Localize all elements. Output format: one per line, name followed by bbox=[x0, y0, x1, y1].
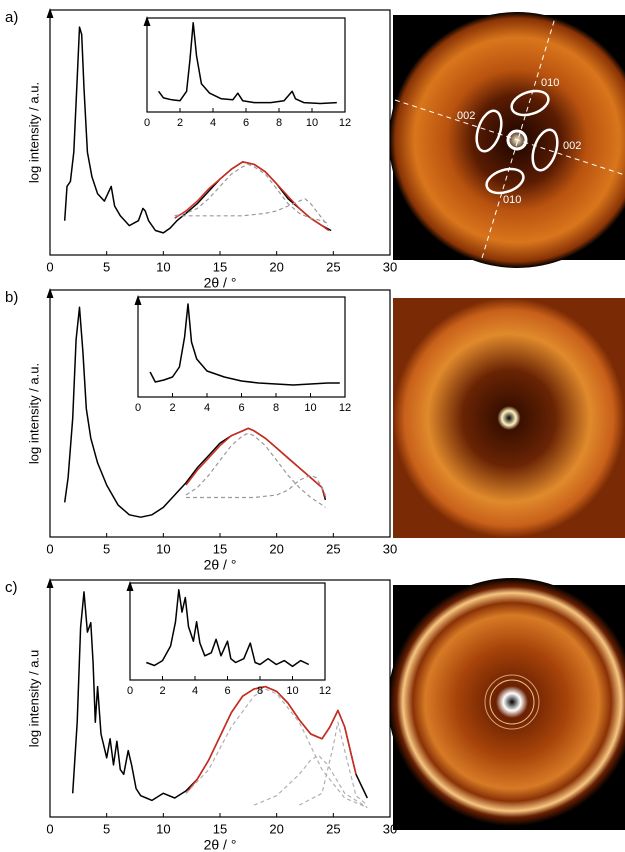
x-tick-label: 6 bbox=[238, 402, 244, 414]
data-line bbox=[185, 685, 357, 794]
x-tick-label: 0 bbox=[135, 402, 141, 414]
fit-component bbox=[174, 198, 329, 226]
y-axis-arrow bbox=[46, 578, 54, 588]
x-tick-label: 10 bbox=[286, 685, 298, 697]
x-tick-label: 20 bbox=[269, 541, 283, 556]
x-tick-label: 6 bbox=[243, 117, 249, 129]
reflection-label: 010 bbox=[503, 194, 521, 206]
x-tick-label: 10 bbox=[304, 402, 316, 414]
y-axis-arrow bbox=[46, 8, 54, 18]
x-tick-label: 12 bbox=[319, 685, 331, 697]
reflection-label: 010 bbox=[541, 77, 559, 89]
fit-component bbox=[186, 474, 326, 499]
data-line bbox=[157, 21, 337, 105]
data-line bbox=[174, 161, 330, 232]
x-tick-label: 0 bbox=[46, 821, 53, 836]
x-tick-label: 10 bbox=[156, 821, 170, 836]
x-tick-label: 20 bbox=[269, 259, 283, 274]
y-axis-label: log intensity / a.u bbox=[26, 650, 41, 748]
x-tick-label: 2 bbox=[169, 402, 175, 414]
x-tick-label: 5 bbox=[103, 821, 110, 836]
x-tick-label: 25 bbox=[326, 541, 340, 556]
reflection-label: 002 bbox=[563, 140, 581, 152]
x-tick-label: 5 bbox=[103, 259, 110, 274]
x-tick-label: 0 bbox=[127, 685, 133, 697]
x-tick-label: 0 bbox=[46, 259, 53, 274]
panel-label: c) bbox=[5, 579, 18, 596]
panel-label: b) bbox=[5, 289, 18, 306]
panel-label: a) bbox=[5, 9, 18, 26]
diffraction-image: 010 002 002 010 bbox=[389, 12, 625, 268]
fit-component bbox=[253, 754, 368, 809]
x-tick-label: 25 bbox=[326, 259, 340, 274]
x-tick-label: 30 bbox=[383, 541, 397, 556]
x-tick-label: 6 bbox=[224, 685, 230, 697]
x-tick-label: 2 bbox=[159, 685, 165, 697]
x-tick-label: 0 bbox=[144, 117, 150, 129]
inset-chart: 0 2 4 6 8 10 12 bbox=[134, 295, 351, 414]
inset-chart: 0 2 4 6 8 10 12 bbox=[143, 16, 351, 129]
x-tick-label: 15 bbox=[213, 541, 227, 556]
y-axis-arrow bbox=[126, 581, 134, 591]
x-tick-label: 20 bbox=[269, 821, 283, 836]
x-tick-label: 8 bbox=[257, 685, 263, 697]
x-tick-label: 0 bbox=[46, 541, 53, 556]
x-axis-label: 2θ / ° bbox=[204, 557, 237, 573]
plot-frame bbox=[129, 582, 326, 681]
fit-component bbox=[185, 688, 368, 809]
fit-component bbox=[174, 163, 328, 224]
data-line bbox=[185, 427, 327, 498]
x-tick-label: 10 bbox=[156, 259, 170, 274]
x-tick-label: 4 bbox=[192, 685, 198, 697]
x-axis-label: 2θ / ° bbox=[204, 837, 237, 852]
reflection-label: 002 bbox=[457, 110, 475, 122]
x-tick-label: 4 bbox=[204, 402, 210, 414]
x-tick-label: 8 bbox=[273, 402, 279, 414]
x-tick-label: 15 bbox=[213, 259, 227, 274]
diffraction-image bbox=[393, 298, 625, 538]
x-tick-label: 10 bbox=[306, 117, 318, 129]
x-tick-label: 12 bbox=[339, 117, 351, 129]
data-line bbox=[146, 589, 310, 668]
plot-frame bbox=[146, 17, 346, 113]
x-axis-label: 2θ / ° bbox=[204, 275, 237, 291]
x-tick-label: 10 bbox=[156, 541, 170, 556]
y-axis-arrow bbox=[46, 288, 54, 298]
x-tick-label: 30 bbox=[383, 259, 397, 274]
x-tick-label: 25 bbox=[326, 821, 340, 836]
y-axis-label: log intensity / a.u. bbox=[26, 363, 41, 464]
x-tick-label: 5 bbox=[103, 541, 110, 556]
x-tick-label: 15 bbox=[213, 821, 227, 836]
x-tick-label: 4 bbox=[210, 117, 216, 129]
inset-chart: 0 2 4 6 8 10 12 bbox=[126, 581, 331, 697]
data-line bbox=[149, 303, 340, 386]
y-axis-arrow bbox=[143, 16, 151, 26]
y-axis-arrow bbox=[134, 295, 142, 305]
y-axis-label: log intensity / a.u. bbox=[26, 82, 41, 183]
fit-component bbox=[299, 721, 368, 806]
x-tick-label: 8 bbox=[276, 117, 282, 129]
x-tick-label: 2 bbox=[177, 117, 183, 129]
plot-frame bbox=[137, 296, 346, 398]
diffraction-image bbox=[388, 578, 625, 830]
x-tick-label: 30 bbox=[383, 821, 397, 836]
x-tick-label: 12 bbox=[339, 402, 351, 414]
fit-component bbox=[185, 432, 326, 508]
